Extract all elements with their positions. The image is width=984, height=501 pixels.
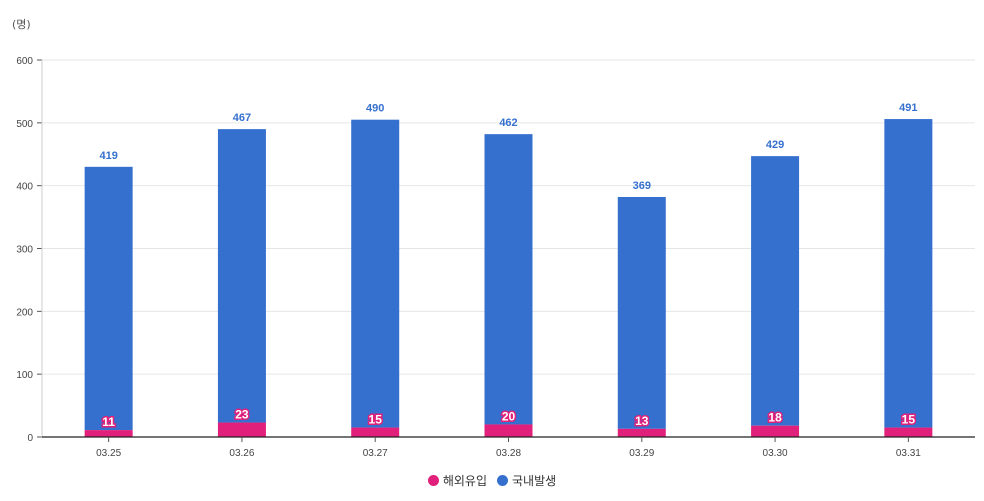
data-label-domestic: 491 — [899, 102, 917, 114]
x-tick-label: 03.26 — [229, 448, 254, 459]
x-tick-label: 03.31 — [896, 448, 921, 459]
y-tick-label: 600 — [16, 56, 33, 67]
data-label-overseas: 15 — [902, 413, 916, 427]
x-tick-label: 03.29 — [629, 448, 654, 459]
y-axis-unit-label: (명) — [12, 18, 31, 31]
bar-domestic — [884, 119, 933, 428]
legend-item-overseas[interactable]: 해외유입 — [427, 472, 487, 489]
legend-item-domestic[interactable]: 국내발생 — [497, 472, 556, 489]
data-label-overseas: 13 — [635, 414, 649, 428]
y-tick-label: 400 — [16, 182, 33, 193]
data-label-overseas: 20 — [502, 409, 516, 423]
bar-overseas — [617, 428, 666, 437]
x-axis-tick-labels: 03.25 03.26 03.27 03.28 03.29 03.30 03.31 — [96, 437, 921, 459]
legend-label-overseas: 해외유입 — [442, 474, 487, 488]
data-label-overseas: 11 — [102, 415, 115, 429]
bar-overseas — [217, 422, 266, 437]
data-label-domestic: 419 — [99, 150, 117, 162]
data-label-overseas: 18 — [768, 411, 782, 425]
data-label-overseas: 23 — [235, 408, 249, 422]
legend-label-domestic: 국내발생 — [512, 474, 557, 488]
bar-domestic — [84, 166, 133, 431]
data-label-domestic: 490 — [366, 103, 384, 115]
data-label-domestic: 467 — [233, 112, 251, 124]
bar-overseas — [884, 427, 933, 437]
bar-overseas — [351, 427, 400, 437]
x-tick-label: 03.28 — [496, 448, 521, 459]
bar-overseas — [84, 430, 133, 437]
bars — [84, 119, 933, 437]
data-labels: 419 11 467 23 490 15 462 20 369 13 429 18 491 15 — [99, 102, 917, 431]
data-label-domestic: 369 — [633, 180, 651, 192]
data-label-overseas: 15 — [369, 413, 383, 427]
y-axis-tick-labels: 0 100 200 300 400 500 600 — [16, 56, 42, 444]
y-tick-label: 0 — [27, 433, 33, 444]
data-label-domestic: 429 — [766, 139, 784, 151]
x-tick-label: 03.27 — [363, 448, 388, 459]
y-tick-label: 100 — [16, 370, 33, 381]
legend: 해외유입 국내발생 — [0, 472, 984, 489]
data-label-domestic: 462 — [499, 117, 517, 129]
bar-domestic — [351, 119, 400, 428]
bar-overseas — [484, 424, 533, 437]
y-tick-label: 500 — [16, 119, 33, 130]
legend-marker-overseas — [427, 475, 439, 486]
legend-marker-domestic — [497, 475, 508, 486]
x-tick-label: 03.30 — [763, 448, 788, 459]
y-tick-label: 300 — [16, 245, 33, 256]
bar-domestic — [217, 129, 266, 423]
y-tick-label: 200 — [16, 307, 33, 318]
bar-domestic — [484, 134, 533, 425]
bar-overseas — [751, 425, 800, 437]
bar-domestic — [751, 156, 800, 426]
bar-domestic — [617, 196, 666, 429]
x-tick-label: 03.25 — [96, 448, 121, 459]
